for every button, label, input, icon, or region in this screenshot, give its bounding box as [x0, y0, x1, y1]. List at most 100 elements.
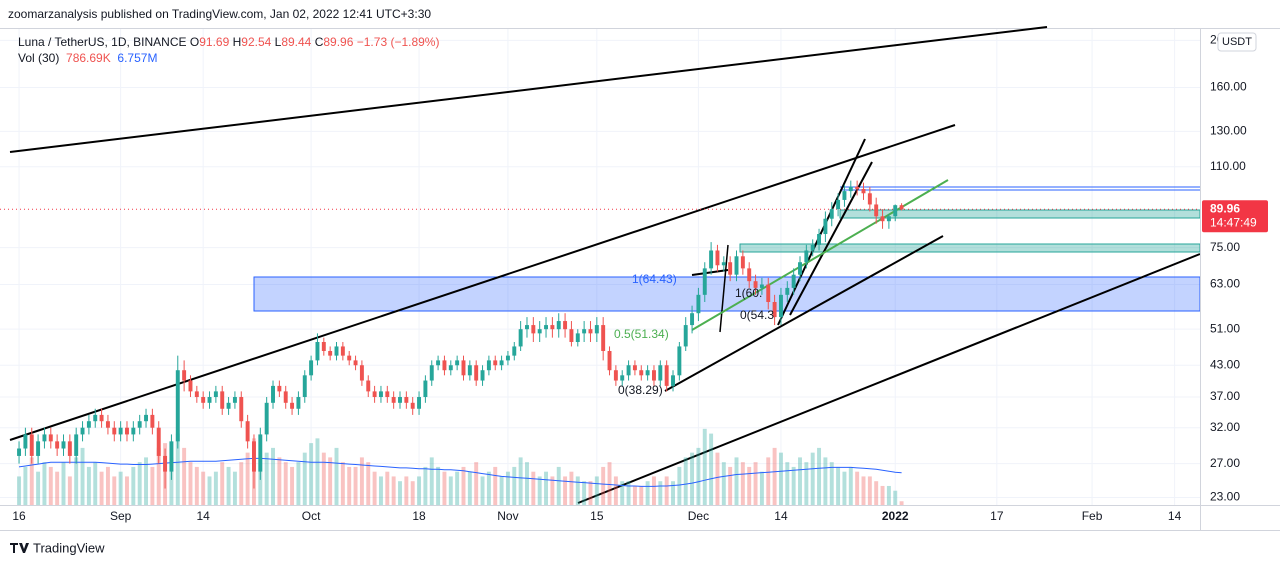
- candle-body: [823, 218, 828, 235]
- candle-body: [315, 341, 320, 361]
- candle-body: [601, 325, 606, 351]
- volume-bar: [359, 457, 364, 505]
- x-tick-label: Nov: [497, 509, 518, 523]
- volume-bar: [594, 476, 599, 505]
- candle-body: [747, 268, 752, 282]
- candle-body: [42, 434, 47, 442]
- volume-bar: [74, 457, 79, 505]
- volume-bar: [105, 466, 110, 505]
- candle-body: [505, 355, 510, 361]
- x-tick-label: 17: [990, 509, 1004, 523]
- candle-body: [607, 350, 612, 371]
- candle-body: [696, 294, 701, 314]
- zone-box: [253, 276, 1201, 312]
- candle-body: [550, 325, 555, 330]
- volume-bar: [709, 433, 714, 505]
- last-price-label: 89.96: [1210, 201, 1240, 215]
- y-tick-label: 37.00: [1210, 389, 1240, 403]
- x-tick-label: Feb: [1082, 509, 1103, 523]
- candle-body: [321, 341, 326, 351]
- candle-body: [359, 365, 364, 381]
- x-tick-label: 14: [1168, 509, 1182, 523]
- fib-label: 1(64.43): [632, 272, 677, 286]
- candle-body: [410, 402, 415, 409]
- volume-bar: [423, 466, 428, 505]
- volume-bar: [626, 481, 631, 505]
- candle-body: [855, 186, 860, 189]
- volume-bar: [417, 476, 422, 505]
- volume-bar: [791, 466, 796, 505]
- volume-bar: [804, 462, 809, 505]
- candle-body: [347, 355, 352, 361]
- y-tick-label: 43.00: [1210, 357, 1240, 371]
- volume-bar: [753, 462, 758, 505]
- volume-bar: [620, 481, 625, 505]
- candle-body: [791, 274, 796, 288]
- footer: TradingView: [10, 540, 105, 555]
- candle-body: [734, 256, 739, 275]
- candle-body: [677, 346, 682, 376]
- volume-bar: [245, 452, 250, 505]
- volume-bar: [759, 471, 764, 505]
- ohlc-value: 92.54: [241, 35, 272, 49]
- candle-body: [639, 370, 644, 376]
- candle-body: [131, 427, 136, 435]
- volume-bar: [588, 481, 593, 505]
- volume-bar: [442, 471, 447, 505]
- volume-bar: [702, 428, 707, 505]
- candle-body: [588, 329, 593, 334]
- ohlc-key: L: [274, 35, 282, 49]
- countdown: 14:47:49: [1210, 215, 1257, 229]
- candle-body: [798, 262, 802, 275]
- volume-bar: [899, 501, 904, 505]
- volume-bar: [690, 452, 695, 505]
- candle-body: [461, 360, 466, 376]
- trend-line: [9, 124, 956, 441]
- volume-bar: [436, 466, 441, 505]
- candle-body: [296, 397, 301, 409]
- candle-body: [702, 268, 707, 295]
- candle-body: [772, 301, 777, 318]
- candle-body: [61, 441, 66, 449]
- candle-body: [55, 441, 60, 449]
- logo: [10, 543, 29, 553]
- candle-body: [391, 397, 396, 403]
- candle-body: [531, 325, 536, 334]
- volume-bar: [461, 466, 466, 505]
- volume-bar: [842, 471, 847, 505]
- candle-body: [766, 284, 771, 302]
- candle-body: [201, 397, 206, 403]
- fib-label: 0(38.29): [618, 383, 663, 397]
- volume-last: 786.69K: [66, 51, 111, 65]
- volume-bar: [258, 457, 263, 505]
- volume-bar: [728, 466, 733, 505]
- volume-bar: [48, 466, 53, 505]
- volume-bar: [29, 457, 34, 505]
- volume-bar: [188, 462, 193, 505]
- candle-body: [36, 441, 41, 456]
- candle-body: [226, 402, 231, 409]
- candle-body: [810, 244, 815, 251]
- volume-bar: [855, 471, 860, 505]
- volume-bar: [525, 462, 529, 505]
- x-tick-label: 2022: [882, 509, 909, 523]
- candle-body: [740, 256, 745, 269]
- volume-bar: [283, 462, 288, 505]
- volume-bar: [334, 447, 339, 505]
- candle-body: [753, 281, 758, 288]
- volume-bar: [696, 447, 701, 505]
- y-tick-label: 63.00: [1210, 277, 1240, 291]
- candle-body: [671, 375, 675, 386]
- candle-body: [594, 325, 599, 334]
- candle-body: [544, 325, 548, 330]
- volume-bar: [518, 457, 523, 505]
- volume-bar: [347, 466, 352, 505]
- volume-bar: [544, 471, 548, 505]
- candle-body: [17, 448, 22, 456]
- volume-bar: [86, 466, 91, 505]
- candle-body: [499, 360, 504, 366]
- candle-body: [728, 262, 733, 275]
- candle-body: [105, 421, 110, 428]
- candle-body: [537, 329, 542, 334]
- annotations: 1(64.43) 1(60. 0(54.3 0.5(51.34) 0(38.29…: [614, 272, 774, 397]
